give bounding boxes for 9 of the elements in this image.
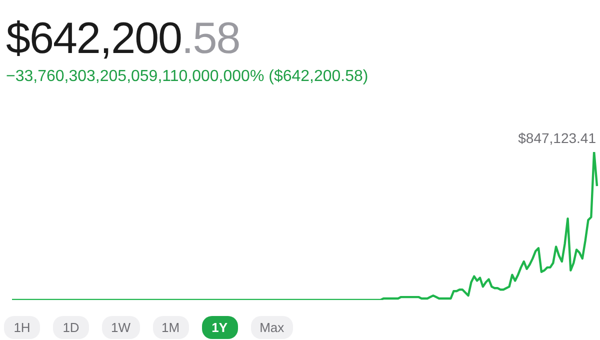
text: $847,123.41 [518,130,596,146]
text: Max [250,316,294,339]
text: 1W [102,316,140,339]
text: 1D [53,316,89,339]
chart-title: $642,200.58 [6,14,240,63]
text: 1Y [202,316,238,339]
text: 1H [4,316,40,339]
chart-subtitle: −33,760,303,205,059,110,000,000% ($642,200.58) [6,68,368,86]
text: 1M [152,316,189,339]
